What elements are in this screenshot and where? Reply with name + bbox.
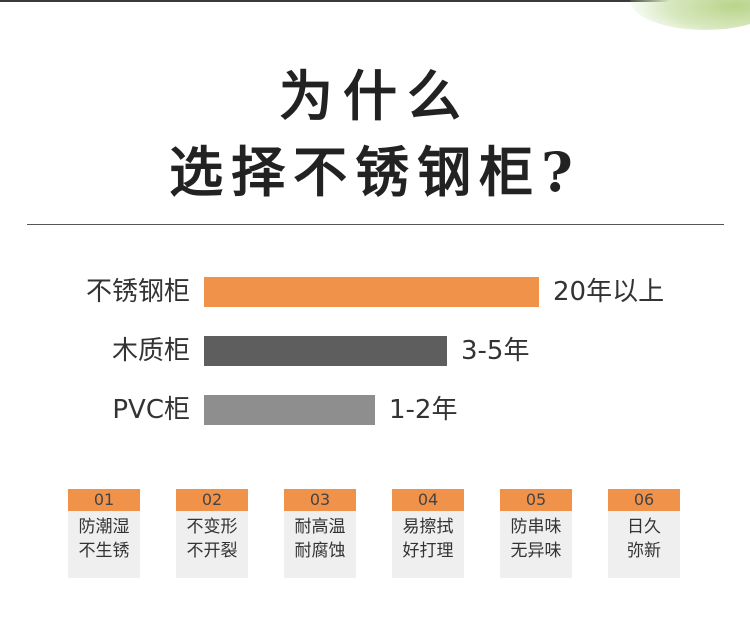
feature-text-line-1: 易擦拭 — [402, 517, 454, 537]
feature-number: 06 — [608, 489, 680, 511]
feature-number: 02 — [176, 489, 248, 511]
category-label: 木质柜 — [111, 336, 190, 366]
title-line-1: 为什么 — [279, 64, 471, 128]
feature-number: 01 — [68, 489, 140, 511]
category-label: PVC柜 — [112, 395, 190, 425]
feature-card: 01 防潮湿不生锈 — [68, 489, 140, 578]
feature-card: 04 易擦拭好打理 — [392, 489, 464, 578]
feature-card: 05 防串味无异味 — [500, 489, 572, 578]
category-label: 不锈钢柜 — [85, 277, 190, 307]
bar — [204, 336, 447, 366]
feature-text-line-1: 耐高温 — [294, 517, 346, 537]
feature-text-line-2: 无异味 — [510, 541, 562, 561]
feature-card: 03 耐高温耐腐蚀 — [284, 489, 356, 578]
value-label: 20年以上 — [553, 277, 665, 307]
bar — [204, 277, 539, 307]
feature-text-line-2: 不开裂 — [186, 541, 238, 561]
leaf-decoration — [630, 0, 750, 30]
top-border — [0, 0, 750, 2]
feature-text-line-1: 防串味 — [510, 517, 562, 537]
feature-text-line-1: 不变形 — [186, 517, 238, 537]
feature-card: 02 不变形不开裂 — [176, 489, 248, 578]
value-label: 1-2年 — [389, 395, 458, 425]
feature-card: 06 日久弥新 — [608, 489, 680, 578]
divider — [27, 224, 724, 225]
feature-text-line-1: 防潮湿 — [78, 517, 130, 537]
feature-text-line-2: 好打理 — [402, 541, 454, 561]
bar — [204, 395, 375, 425]
feature-number: 03 — [284, 489, 356, 511]
feature-text-line-2: 不生锈 — [78, 541, 130, 561]
value-label: 3-5年 — [461, 336, 530, 366]
feature-text-line-2: 弥新 — [627, 541, 661, 561]
title-line-2: 选择不锈钢柜? — [169, 140, 581, 204]
feature-number: 04 — [392, 489, 464, 511]
feature-number: 05 — [500, 489, 572, 511]
feature-text-line-2: 耐腐蚀 — [294, 541, 346, 561]
feature-text-line-1: 日久 — [627, 517, 661, 537]
